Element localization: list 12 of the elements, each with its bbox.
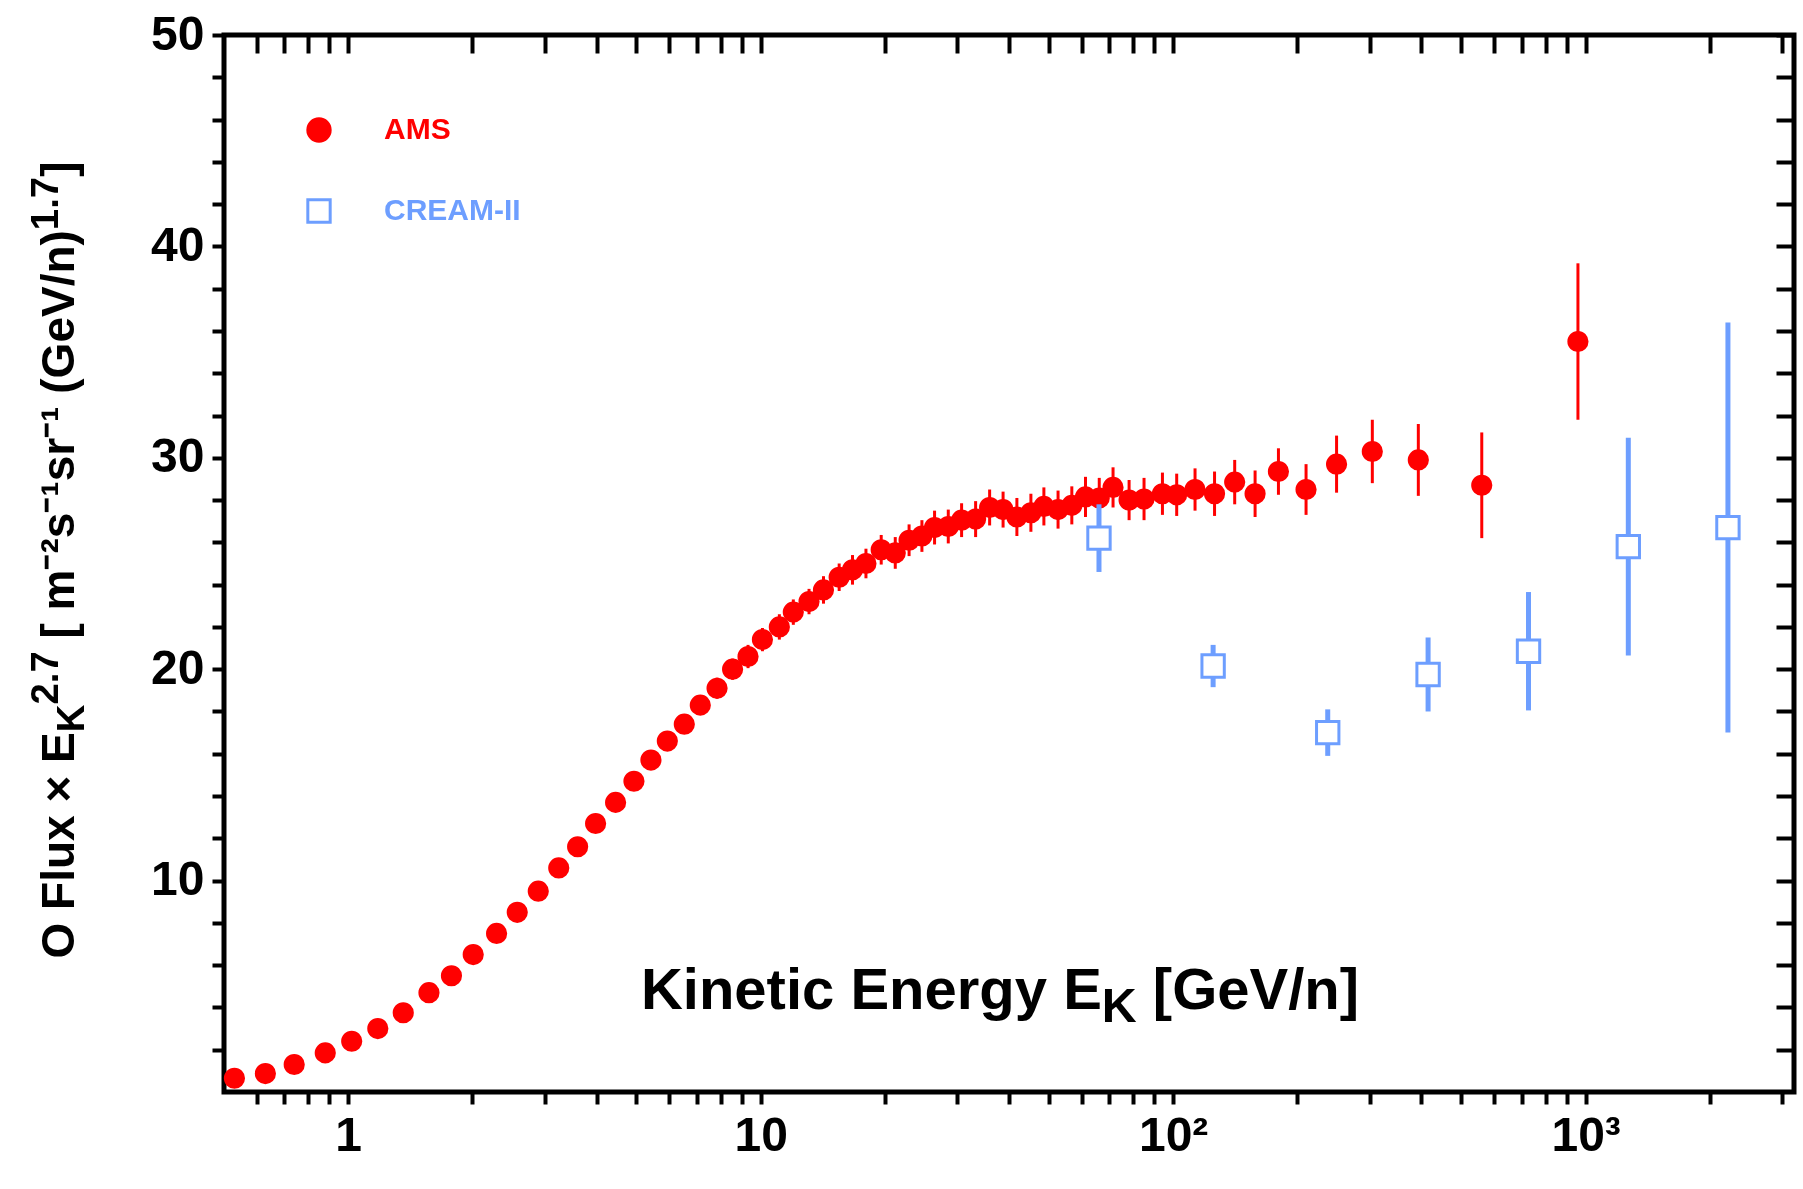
y-tick-label: 10 xyxy=(151,852,205,906)
x-tick-label: 10² xyxy=(1138,1107,1209,1161)
y-tick-label: 40 xyxy=(151,217,205,271)
legend-label: CREAM-II xyxy=(384,193,521,226)
x-axis-title: Kinetic Energy E$_{K}$ [GeV/n] xyxy=(640,955,1360,1033)
y-tick-label: 30 xyxy=(151,429,205,483)
x-tick-label: 1 xyxy=(335,1107,363,1161)
y-tick-label: 50 xyxy=(151,6,205,60)
legend-label: AMS xyxy=(384,112,451,145)
y-tick-label: 20 xyxy=(151,640,205,694)
x-tick-label: 10 xyxy=(734,1107,788,1161)
x-tick-label: 10³ xyxy=(1551,1107,1621,1161)
